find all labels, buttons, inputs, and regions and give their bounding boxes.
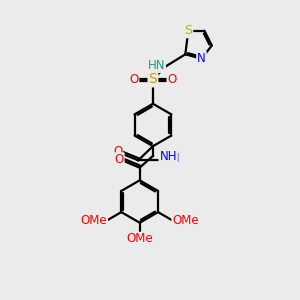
Text: O: O bbox=[167, 73, 177, 86]
Text: S: S bbox=[184, 24, 192, 37]
Text: N: N bbox=[197, 52, 206, 65]
Text: OMe: OMe bbox=[81, 214, 107, 227]
Text: O: O bbox=[115, 153, 124, 166]
Text: O: O bbox=[129, 73, 138, 86]
Text: HN: HN bbox=[148, 59, 165, 72]
Text: OMe: OMe bbox=[172, 214, 199, 227]
Text: OMe: OMe bbox=[126, 232, 153, 245]
Text: NH: NH bbox=[163, 152, 180, 165]
Text: NH: NH bbox=[159, 150, 177, 163]
Text: O: O bbox=[113, 145, 122, 158]
Text: S: S bbox=[148, 72, 157, 86]
